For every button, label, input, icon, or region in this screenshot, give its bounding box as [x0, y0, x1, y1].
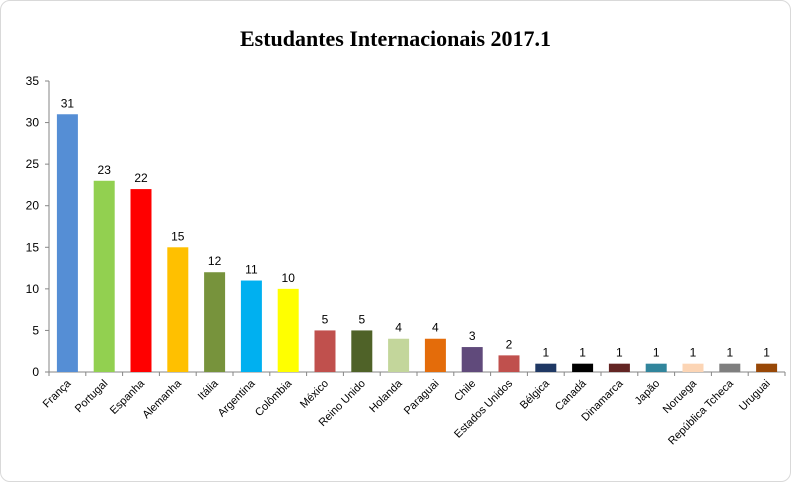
category-label: República Tcheca: [666, 377, 736, 447]
bar: [314, 330, 336, 372]
category-label: Colômbia: [253, 377, 295, 419]
y-tick-label: 15: [26, 240, 40, 254]
category-label: Argentina: [216, 377, 258, 419]
data-label: 1: [616, 346, 623, 360]
category-label: Paraguai: [402, 378, 442, 418]
bar: [535, 363, 557, 372]
bar: [388, 338, 410, 372]
bar: [608, 363, 630, 372]
data-label: 5: [322, 312, 329, 326]
data-label: 4: [395, 321, 402, 335]
data-label: 1: [690, 346, 697, 360]
category-label: Canadá: [553, 377, 589, 413]
category-label: Chile: [452, 378, 478, 404]
y-tick-label: 0: [32, 365, 39, 379]
bar: [498, 355, 520, 372]
chart-title: Estudantes Internacionais 2017.1: [239, 26, 552, 51]
data-label: 10: [282, 271, 296, 285]
bar: [56, 114, 78, 372]
y-tick-label: 35: [26, 74, 40, 88]
bar: [645, 363, 667, 372]
bar: [93, 180, 115, 372]
bar: [719, 363, 741, 372]
category-label: Uruguai: [737, 378, 773, 414]
category-label: França: [41, 377, 74, 410]
bar: [682, 363, 704, 372]
bar: [277, 288, 299, 372]
data-label: 12: [208, 254, 222, 268]
data-label: 3: [469, 329, 476, 343]
bar: [351, 330, 373, 372]
category-label: Alemanha: [140, 377, 184, 421]
y-tick-label: 10: [26, 282, 40, 296]
bar: [130, 189, 152, 372]
data-label: 1: [542, 346, 549, 360]
data-label: 2: [506, 337, 513, 351]
data-label: 5: [358, 312, 365, 326]
bar: [167, 247, 189, 372]
y-tick-label: 5: [32, 323, 39, 337]
data-label: 1: [653, 346, 660, 360]
bar: [204, 272, 226, 372]
data-label: 1: [726, 346, 733, 360]
category-label: Itália: [196, 377, 222, 403]
data-label: 1: [579, 346, 586, 360]
bar: [756, 363, 778, 372]
category-label: Portugal: [73, 378, 110, 415]
y-tick-label: 30: [26, 116, 40, 130]
data-label: 23: [98, 163, 112, 177]
category-label: Holanda: [367, 377, 405, 415]
data-label: 11: [245, 263, 258, 277]
data-label: 1: [763, 346, 770, 360]
bar: [461, 347, 483, 372]
category-label: Bélgica: [518, 377, 553, 412]
y-tick-label: 20: [26, 199, 40, 213]
bar: [572, 363, 594, 372]
bar: [240, 280, 262, 372]
data-label: 22: [134, 171, 148, 185]
category-label: México: [298, 378, 331, 411]
bar: [424, 338, 446, 372]
category-label: Japão: [633, 378, 663, 408]
data-label: 15: [171, 229, 185, 243]
y-tick-label: 25: [26, 157, 40, 171]
data-label: 31: [61, 96, 75, 110]
data-label: 4: [432, 321, 439, 335]
